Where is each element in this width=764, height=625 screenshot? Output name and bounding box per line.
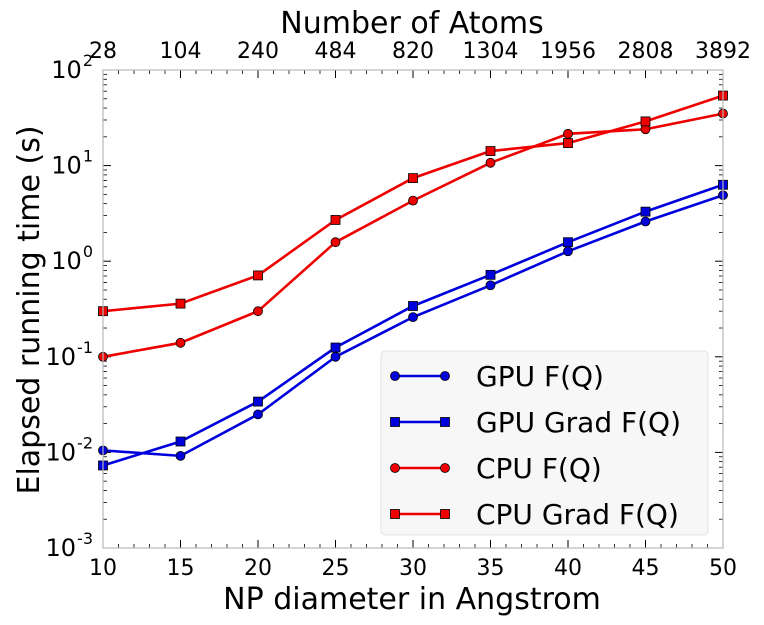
data-point-gpu-f-q xyxy=(175,450,186,461)
x-axis-title: NP diameter in Angstrom xyxy=(223,582,601,617)
data-point-gpu-grad-f-q xyxy=(253,396,263,407)
data-point-cpu-f-q xyxy=(408,195,418,206)
data-point-cpu-grad-f-q xyxy=(330,215,341,225)
data-point-cpu-grad-f-q xyxy=(563,138,573,148)
legend-label-gpu-f-q: GPU F(Q) xyxy=(476,360,604,393)
top-x-tick-label: 1956 xyxy=(540,39,596,64)
data-point-gpu-f-q xyxy=(640,216,651,227)
legend-box xyxy=(380,350,709,536)
legend-marker-cpu-f-q xyxy=(440,463,450,473)
legend-label-gpu-grad-f-q: GPU Grad F(Q) xyxy=(476,406,681,439)
y-tick-label: 10-3 xyxy=(46,529,94,562)
x-tick-label: 15 xyxy=(167,556,195,581)
data-point-cpu-f-q xyxy=(330,237,341,248)
legend-marker-cpu-f-q xyxy=(390,463,400,473)
x-tick-label: 25 xyxy=(322,556,350,581)
y-tick-label: 100 xyxy=(51,242,93,275)
tick-layer: 10 28 15 104 20 240 25 484 30 820 35 1304 40 1956 45 28… xyxy=(46,39,752,581)
legend-marker-gpu-f-q xyxy=(390,371,400,381)
y-tick-label: 101 xyxy=(51,147,93,180)
data-point-gpu-grad-f-q xyxy=(330,342,341,353)
y-axis-title: Elapsed running time (s) xyxy=(12,125,47,494)
top-x-tick-label: 104 xyxy=(160,39,202,64)
data-point-gpu-grad-f-q xyxy=(408,301,418,311)
data-point-cpu-grad-f-q xyxy=(640,116,651,127)
x-tick-label: 20 xyxy=(244,556,272,581)
data-point-cpu-f-q xyxy=(175,337,186,348)
top-x-tick-label: 2808 xyxy=(618,39,674,64)
legend-marker-gpu-grad-f-q xyxy=(440,417,450,427)
data-point-gpu-f-q xyxy=(485,280,496,291)
data-point-gpu-grad-f-q xyxy=(485,269,496,280)
data-point-cpu-grad-f-q xyxy=(253,270,263,281)
x-tick-label: 30 xyxy=(399,556,427,581)
data-point-cpu-grad-f-q xyxy=(175,298,186,309)
legend-marker-gpu-grad-f-q xyxy=(390,417,400,427)
data-point-cpu-f-q xyxy=(253,306,263,317)
top-x-tick-label: 28 xyxy=(89,39,117,64)
y-tick-label: 10-1 xyxy=(46,338,94,371)
data-point-gpu-grad-f-q xyxy=(563,237,573,248)
x-tick-label: 45 xyxy=(632,556,660,581)
y-tick-label: 102 xyxy=(51,51,93,84)
x-tick-label: 35 xyxy=(477,556,505,581)
data-point-gpu-f-q xyxy=(563,246,573,257)
data-point-cpu-f-q xyxy=(563,128,573,139)
x-tick-label: 10 xyxy=(89,556,117,581)
top-x-tick-label: 3892 xyxy=(695,39,751,64)
legend-marker-cpu-grad-f-q xyxy=(390,509,400,519)
top-x-tick-label: 240 xyxy=(237,39,279,64)
top-x-tick-label: 484 xyxy=(315,39,357,64)
y-tick-label: 10-2 xyxy=(46,433,94,466)
data-point-gpu-grad-f-q xyxy=(640,206,651,217)
series-layer xyxy=(98,90,728,471)
legend-label-cpu-grad-f-q: CPU Grad F(Q) xyxy=(476,498,679,531)
data-point-gpu-f-q xyxy=(253,409,263,420)
legend-marker-cpu-grad-f-q xyxy=(440,509,450,519)
top-x-axis-title: Number of Atoms xyxy=(280,6,543,41)
data-point-cpu-grad-f-q xyxy=(408,173,418,184)
plot-frame xyxy=(102,69,724,549)
data-point-cpu-f-q xyxy=(485,157,496,168)
legend: GPU F(Q) GPU Grad F(Q) CPU F(Q) CPU Grad F(… xyxy=(380,350,709,536)
top-x-tick-label: 1304 xyxy=(463,39,519,64)
data-point-cpu-grad-f-q xyxy=(485,146,496,156)
top-x-tick-label: 820 xyxy=(392,39,434,64)
data-point-gpu-grad-f-q xyxy=(175,436,186,447)
x-tick-label: 40 xyxy=(554,556,582,581)
x-tick-label: 50 xyxy=(709,556,737,581)
legend-marker-gpu-f-q xyxy=(440,371,450,381)
data-point-gpu-f-q xyxy=(408,312,418,323)
data-point-gpu-f-q xyxy=(330,351,341,362)
legend-label-cpu-f-q: CPU F(Q) xyxy=(476,452,602,485)
